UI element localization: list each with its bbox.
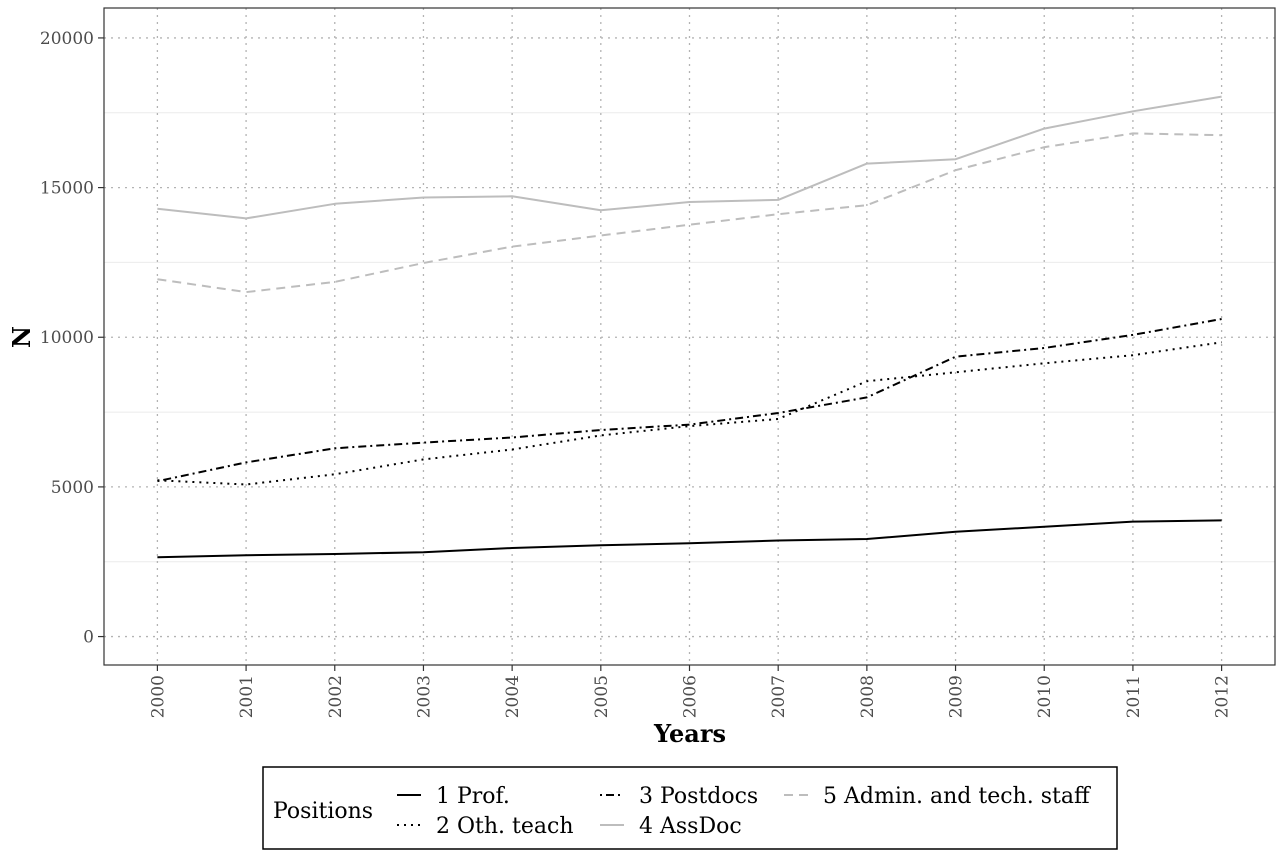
legend-label-2: 2 Oth. teach: [436, 814, 574, 839]
series-line-1: [157, 519, 1222, 559]
x-tick-label: 2003: [414, 675, 434, 718]
legend-label-1: 1 Prof.: [436, 784, 510, 809]
x-tick-label: 2005: [592, 675, 612, 718]
legend-title: Positions: [273, 799, 373, 824]
x-tick-label: 2001: [237, 675, 257, 718]
x-axis: 2000 2001 2002 2003 2004 2005 2006 2007 2008 2009…: [148, 665, 1233, 718]
series-lines: [157, 95, 1222, 559]
x-tick-label: 2000: [148, 675, 168, 718]
x-tick-label: 2004: [503, 675, 523, 718]
series-line-4: [157, 95, 1222, 220]
y-tick-label: 15000: [40, 179, 94, 199]
x-tick-label: 2002: [326, 675, 346, 718]
legend-label-5: 5 Admin. and tech. staff: [823, 784, 1091, 809]
legend: Positions 1 Prof. 2 Oth. teach 3 Postdocs 4…: [262, 766, 1118, 850]
y-tick-label: 0: [83, 628, 94, 648]
x-axis-title: Years: [653, 719, 726, 748]
y-tick-label: 5000: [51, 478, 94, 498]
x-tick-label: 2006: [681, 675, 701, 718]
y-axis: 0 5000 10000 15000 20000: [40, 29, 104, 648]
x-tick-label: 2007: [769, 675, 789, 718]
series-line-5: [157, 132, 1222, 294]
legend-label-3: 3 Postdocs: [639, 784, 758, 809]
legend-box: [262, 766, 1118, 850]
x-tick-label: 2011: [1124, 675, 1144, 718]
y-axis-title: N: [7, 326, 36, 348]
x-tick-label: 2012: [1213, 675, 1233, 718]
x-tick-label: 2009: [947, 675, 967, 718]
x-tick-label: 2010: [1035, 675, 1055, 718]
legend-label-4: 4 AssDoc: [639, 814, 742, 839]
y-tick-label: 20000: [40, 29, 94, 49]
series-line-3: [157, 318, 1222, 483]
y-tick-label: 10000: [40, 328, 94, 348]
x-tick-label: 2008: [858, 675, 878, 718]
legend-entries: 1 Prof. 2 Oth. teach 3 Postdocs 4 AssDoc 5 A…: [397, 784, 1091, 839]
